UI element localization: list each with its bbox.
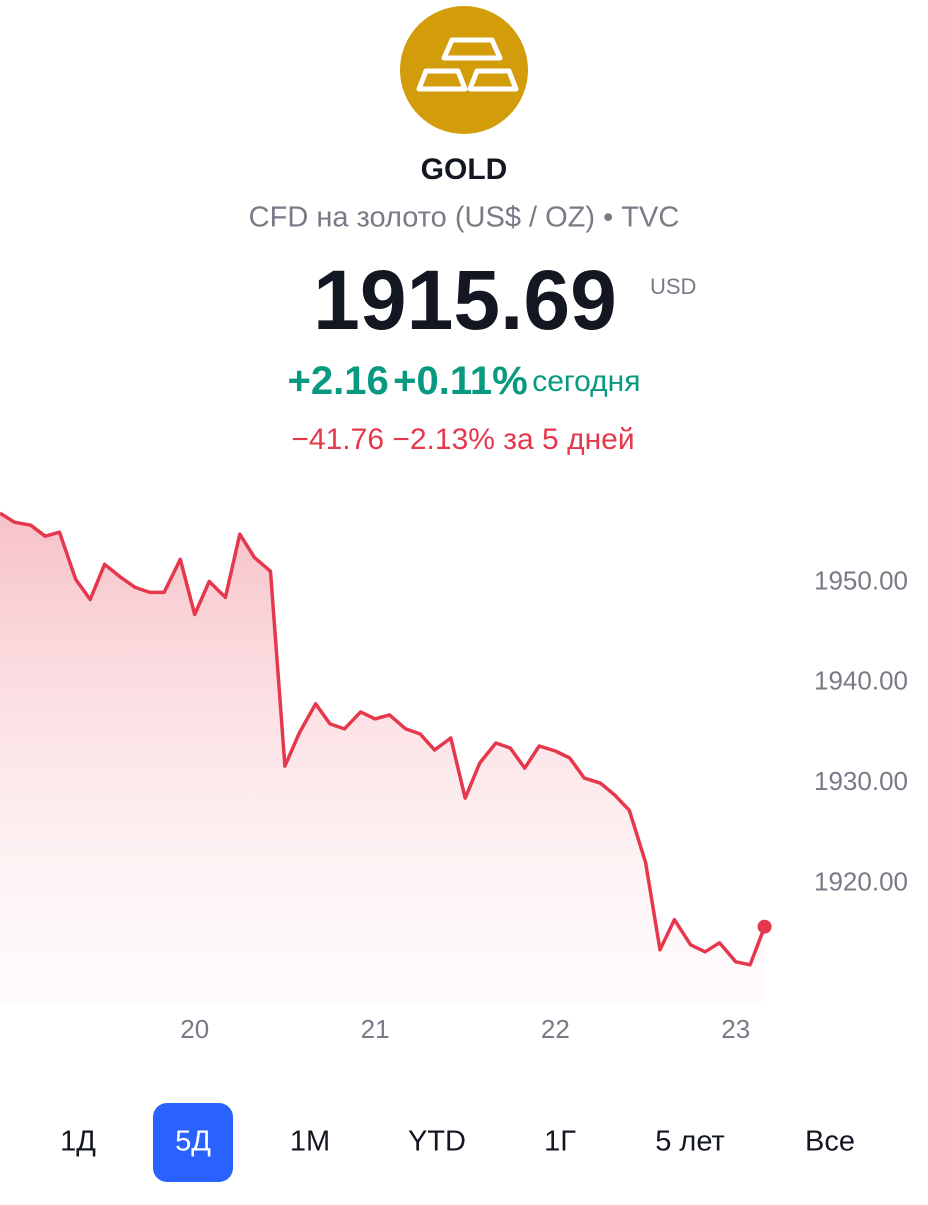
period-label[interactable]: 1Г xyxy=(544,1126,576,1158)
period-label[interactable]: Все xyxy=(805,1126,855,1158)
x-tick-label: 23 xyxy=(721,1014,750,1044)
x-tick-label: 21 xyxy=(361,1014,390,1044)
period-label[interactable]: 1M xyxy=(290,1126,330,1158)
period-button[interactable]: 1Д xyxy=(60,1126,96,1158)
y-tick-label: 1930.00 xyxy=(814,766,908,796)
price: 1915.69 xyxy=(313,253,617,347)
change-today: +2.16 +0.11% сегодня xyxy=(287,359,640,403)
period-button[interactable]: YTD xyxy=(408,1126,466,1158)
symbol-title: GOLD xyxy=(421,153,508,186)
change-5d: −41.76 −2.13% за 5 дней xyxy=(291,423,634,456)
period-button[interactable]: Все xyxy=(805,1126,855,1158)
period-button[interactable]: 1M xyxy=(290,1126,330,1158)
period-highlight[interactable] xyxy=(153,1103,233,1182)
price-chart: 1950.00 1940.00 1930.00 1920.00 20 21 22 23 xyxy=(0,511,908,1044)
x-tick-label: 20 xyxy=(180,1014,209,1044)
period-button[interactable]: 1Г xyxy=(544,1126,576,1158)
y-tick-label: 1940.00 xyxy=(814,666,908,696)
change-label: за 5 дней xyxy=(503,423,634,456)
price-line xyxy=(0,511,767,967)
period-button[interactable]: 5Д xyxy=(153,1103,233,1182)
period-label[interactable]: 5Д xyxy=(175,1126,211,1158)
y-tick-label: 1920.00 xyxy=(814,866,908,896)
change-pct: +0.11% xyxy=(393,359,528,403)
period-label[interactable]: YTD xyxy=(408,1126,466,1158)
period-selector: 1Д 5Д 1M YTD 1Г 5 лет Все xyxy=(60,1103,855,1182)
price-area xyxy=(0,513,765,1004)
period-label[interactable]: 5 лет xyxy=(655,1126,725,1158)
x-tick-label: 22 xyxy=(541,1014,570,1044)
change-abs: −41.76 xyxy=(291,423,384,456)
gold-icon xyxy=(400,6,528,134)
subtitle: CFD на золото (US$ / OZ) • TVC xyxy=(249,202,680,234)
period-button[interactable]: 5 лет xyxy=(655,1126,725,1158)
change-label: сегодня xyxy=(532,365,640,398)
period-label[interactable]: 1Д xyxy=(60,1126,96,1158)
last-price-dot xyxy=(757,919,772,934)
change-abs: +2.16 xyxy=(287,359,388,403)
change-pct: −2.13% xyxy=(392,423,495,456)
y-tick-label: 1950.00 xyxy=(814,565,908,595)
currency: USD xyxy=(650,274,696,299)
